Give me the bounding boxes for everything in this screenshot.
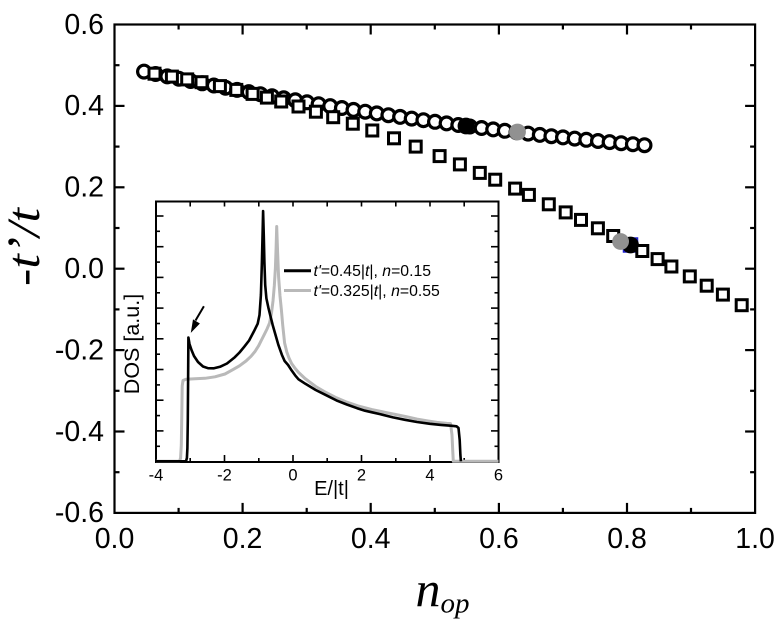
svg-text:0.2: 0.2 — [223, 523, 263, 555]
svg-text:0.0: 0.0 — [95, 523, 135, 555]
svg-text:0: 0 — [288, 467, 297, 485]
svg-text:t'=0.325|t|, n=0.55: t'=0.325|t|, n=0.55 — [314, 283, 441, 300]
svg-text:DOS [a.u.]: DOS [a.u.] — [120, 294, 144, 394]
svg-text:0.6: 0.6 — [479, 523, 519, 555]
svg-text:4: 4 — [425, 467, 434, 485]
svg-text:-0.6: -0.6 — [55, 497, 104, 529]
svg-text:0.0: 0.0 — [64, 253, 104, 285]
svg-text:t'=0.45|t|, n=0.15: t'=0.45|t|, n=0.15 — [314, 263, 432, 280]
svg-text:-2: -2 — [217, 467, 232, 485]
svg-text:1.0: 1.0 — [735, 523, 775, 555]
svg-text:0.2: 0.2 — [64, 172, 104, 204]
svg-text:0.4: 0.4 — [64, 90, 104, 122]
svg-text:-0.2: -0.2 — [55, 334, 104, 366]
svg-text:0.8: 0.8 — [607, 523, 647, 555]
svg-text:2: 2 — [357, 467, 366, 485]
svg-text:E/|t|: E/|t| — [314, 478, 349, 500]
svg-text:-4: -4 — [149, 467, 164, 485]
svg-text:6: 6 — [494, 467, 503, 485]
svg-text:-t’/t: -t’/t — [0, 207, 50, 286]
svg-text:0.4: 0.4 — [351, 523, 391, 555]
svg-text:0.6: 0.6 — [64, 9, 104, 41]
svg-text:-0.4: -0.4 — [55, 416, 104, 448]
